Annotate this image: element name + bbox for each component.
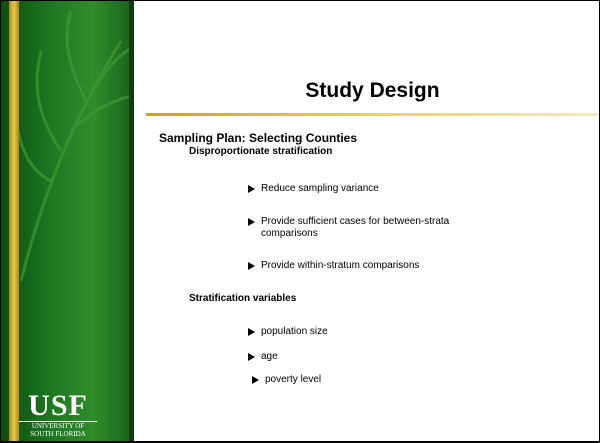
subsection-title: Stratification variables xyxy=(189,293,296,304)
bullet-item: age xyxy=(261,351,278,363)
gold-stripe xyxy=(9,1,19,441)
bullet-item: Provide within-stratum comparisons xyxy=(261,260,419,272)
side-band xyxy=(1,1,134,441)
bullet-item: Reduce sampling variance xyxy=(261,183,379,195)
logo-line: SOUTH FLORIDA xyxy=(19,430,97,438)
logo-name: USF xyxy=(19,391,97,422)
title-rule xyxy=(146,113,599,116)
palm-decoration xyxy=(1,1,134,301)
logo: USF UNIVERSITY OF SOUTH FLORIDA xyxy=(19,391,97,438)
page: {"header": {"title": "Study Design"}, "s… xyxy=(0,1,600,443)
bullet-item: Provide sufficient cases for between-str… xyxy=(261,216,466,240)
bullet-item: population size xyxy=(261,326,328,338)
slide: USF UNIVERSITY OF SOUTH FLORIDA Study De… xyxy=(1,1,599,441)
section-heading: Sampling Plan: Selecting Counties xyxy=(159,131,357,145)
subsection-title: Disproportionate stratification xyxy=(189,146,332,157)
slide-title: Study Design xyxy=(146,79,599,103)
band-edge xyxy=(129,1,134,441)
bullet-item: poverty level xyxy=(265,374,321,386)
logo-line: UNIVERSITY OF xyxy=(19,422,97,430)
